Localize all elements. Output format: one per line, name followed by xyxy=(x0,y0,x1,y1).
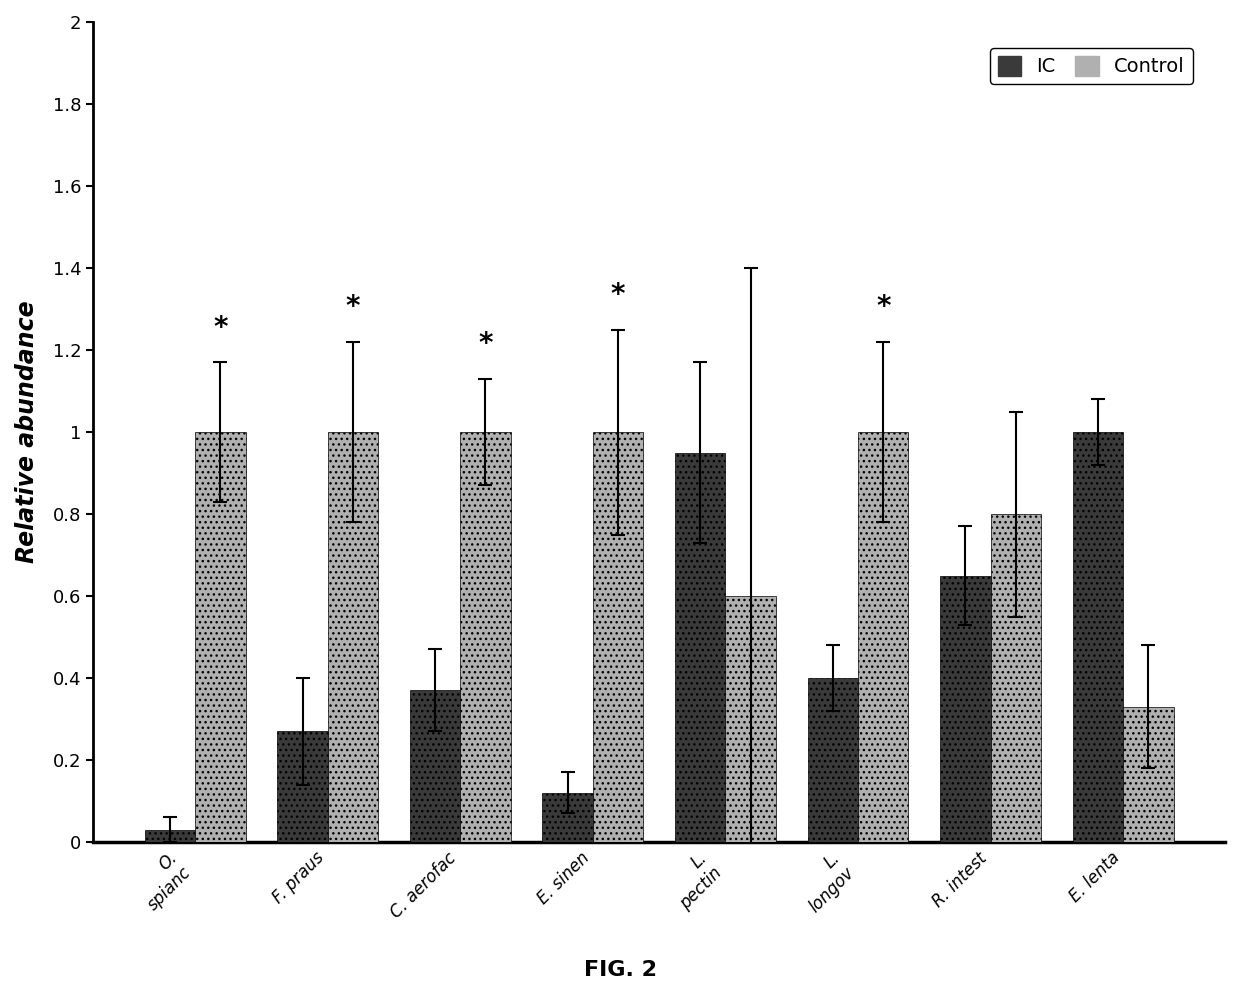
Bar xyxy=(858,432,909,842)
Text: *: * xyxy=(346,293,360,321)
Y-axis label: Relative abundance: Relative abundance xyxy=(15,301,38,563)
Bar xyxy=(1073,432,1123,842)
Text: *: * xyxy=(875,293,890,321)
Bar xyxy=(725,596,776,842)
Bar xyxy=(991,514,1042,842)
Text: *: * xyxy=(213,314,228,342)
Bar xyxy=(460,432,511,842)
Legend: IC, Control: IC, Control xyxy=(990,48,1193,84)
Bar xyxy=(278,732,327,842)
Text: FIG. 2: FIG. 2 xyxy=(584,960,656,980)
Bar xyxy=(807,678,858,842)
Bar xyxy=(195,432,246,842)
Bar xyxy=(327,432,378,842)
Text: *: * xyxy=(479,330,492,358)
Bar xyxy=(675,453,725,842)
Bar xyxy=(410,690,460,842)
Bar xyxy=(593,432,644,842)
Text: *: * xyxy=(611,281,625,309)
Bar xyxy=(542,793,593,842)
Bar xyxy=(1123,707,1173,842)
Bar xyxy=(940,576,991,842)
Bar xyxy=(145,829,195,842)
